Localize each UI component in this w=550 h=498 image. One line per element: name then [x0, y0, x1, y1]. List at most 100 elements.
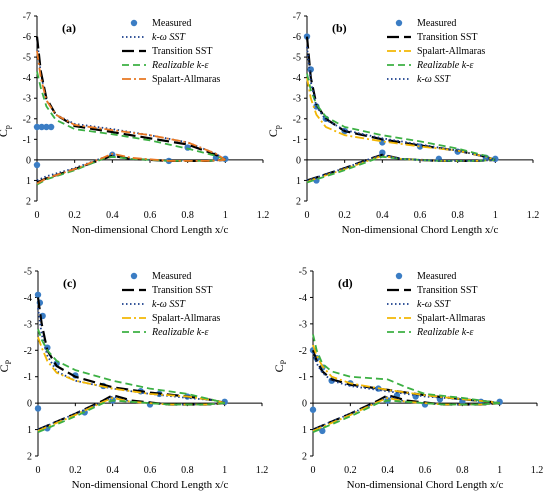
x-tick-label: 0.2: [344, 465, 357, 476]
x-tick-label: 0: [36, 465, 41, 476]
series-line-lower: [306, 154, 496, 183]
y-tick-label: -3: [293, 94, 301, 105]
legend-marker: [130, 19, 138, 27]
x-axis-label: Non-dimensional Chord Length x/c: [342, 224, 499, 236]
x-axis-label: Non-dimensional Chord Length x/c: [72, 479, 229, 491]
x-tick-label: 0.4: [376, 210, 389, 221]
x-tick-label: 1: [222, 465, 227, 476]
legend-entry-label: Spalart-Allmaras: [152, 74, 220, 85]
legend-entry-label: Transition SST: [152, 285, 212, 296]
y-tick-label: -2: [293, 114, 301, 125]
x-tick-label: 0: [305, 210, 310, 221]
series-line-upper: [311, 349, 500, 405]
series-line-upper: [35, 36, 226, 161]
series-line-upper: [312, 334, 500, 404]
y-tick-label: -5: [299, 267, 307, 278]
y-tick-label: -1: [23, 135, 31, 146]
series-line-lower: [37, 395, 225, 431]
series-line-upper: [306, 77, 496, 161]
y-axis-label: Cp: [0, 125, 12, 137]
x-tick-label: 1.2: [527, 210, 540, 221]
y-tick-label: -7: [293, 12, 301, 23]
legend-entry-label: k-ω SST: [417, 74, 451, 85]
x-tick-label: 1: [493, 210, 498, 221]
y-tick-label: 0: [296, 155, 301, 166]
series-line-upper: [36, 71, 226, 161]
y-axis-label: CP: [0, 359, 13, 372]
y-tick-label: -2: [23, 114, 31, 125]
x-tick-label: 1.2: [256, 465, 269, 476]
y-tick-label: -7: [23, 12, 31, 23]
x-tick-label: 0.2: [68, 210, 81, 221]
series-line-lower: [312, 399, 500, 434]
panel-label: (d): [338, 276, 353, 290]
y-tick-label: -1: [293, 135, 301, 146]
series-line-lower: [312, 396, 500, 432]
y-tick-label: -6: [293, 32, 301, 43]
x-tick-label: 0.4: [106, 210, 119, 221]
measured-point: [43, 123, 50, 131]
measured-point: [34, 405, 42, 412]
y-tick-label: -3: [23, 94, 31, 105]
legend-entry-label: Measured: [152, 18, 191, 29]
x-tick-label: 1: [223, 210, 228, 221]
series-line-lower: [312, 395, 500, 431]
x-axis-label: Non-dimensional Chord Length x/c: [347, 479, 504, 491]
x-tick-label: 0: [35, 210, 40, 221]
x-tick-label: 0.2: [338, 210, 351, 221]
legend-entry-label: k-ω SST: [417, 299, 451, 310]
y-tick-label: 1: [26, 176, 31, 187]
y-tick-label: -2: [299, 346, 307, 357]
x-tick-label: 0.4: [381, 465, 394, 476]
legend-entry-label: k-ω SST: [152, 32, 186, 43]
y-tick-label: 2: [302, 452, 307, 463]
x-tick-label: 1.2: [257, 210, 270, 221]
y-axis-label-sub: P: [4, 359, 13, 364]
measured-point: [319, 427, 326, 435]
series-line-lower: [37, 396, 225, 432]
legend-entry-label: Spalart-Allmaras: [152, 313, 220, 324]
measured-point: [33, 123, 41, 131]
legend: Measured Transition SST k-ω SST Spalart-All…: [387, 271, 485, 338]
x-tick-label: 0.6: [414, 210, 427, 221]
legend-entry-label: k-ω SST: [152, 299, 186, 310]
y-tick-label: -6: [23, 32, 31, 43]
y-axis-label: Cp: [266, 125, 282, 137]
y-tick-label: 1: [27, 425, 32, 436]
legend-entry-label: Transition SST: [417, 285, 477, 296]
y-axis-label: CP: [272, 359, 288, 372]
legend-marker: [130, 272, 138, 280]
y-tick-label: 2: [26, 197, 31, 208]
y-axis-label-sub: p: [273, 125, 282, 129]
x-tick-label: 0.2: [69, 465, 82, 476]
series-line-upper: [312, 352, 500, 404]
legend-entry-label: Realizable k-ε: [416, 327, 473, 338]
x-axis-label: Non-dimensional Chord Length x/c: [72, 224, 229, 236]
y-axis-label-sub: p: [3, 125, 12, 129]
legend-entry-label: Realizable k-ε: [416, 60, 473, 71]
legend-entry-label: Transition SST: [417, 32, 477, 43]
legend-entry-label: Realizable k-ε: [151, 60, 208, 71]
legend: Measured k-ω SST Transition SST Realizable …: [122, 18, 220, 85]
x-tick-label: 1.2: [531, 465, 544, 476]
y-tick-label: -3: [24, 319, 32, 330]
y-tick-label: -2: [24, 346, 32, 357]
y-tick-label: -5: [24, 267, 32, 278]
x-tick-label: 0.6: [144, 465, 157, 476]
x-tick-label: 0.8: [181, 210, 194, 221]
legend: Measured Transition SST k-ω SST Spalart-All…: [122, 271, 220, 338]
measured-point: [47, 123, 55, 131]
x-tick-label: 1: [497, 465, 502, 476]
y-tick-label: -3: [299, 319, 307, 330]
legend-entry-label: Spalart-Allmaras: [417, 313, 485, 324]
x-tick-label: 0.4: [106, 465, 119, 476]
series-line-upper: [37, 328, 225, 404]
legend-marker: [395, 19, 403, 27]
panel-label: (c): [63, 276, 76, 290]
measured-point: [38, 123, 45, 131]
y-tick-label: 1: [302, 425, 307, 436]
series-line-lower: [37, 394, 225, 431]
legend-entry-label: Transition SST: [152, 46, 212, 57]
